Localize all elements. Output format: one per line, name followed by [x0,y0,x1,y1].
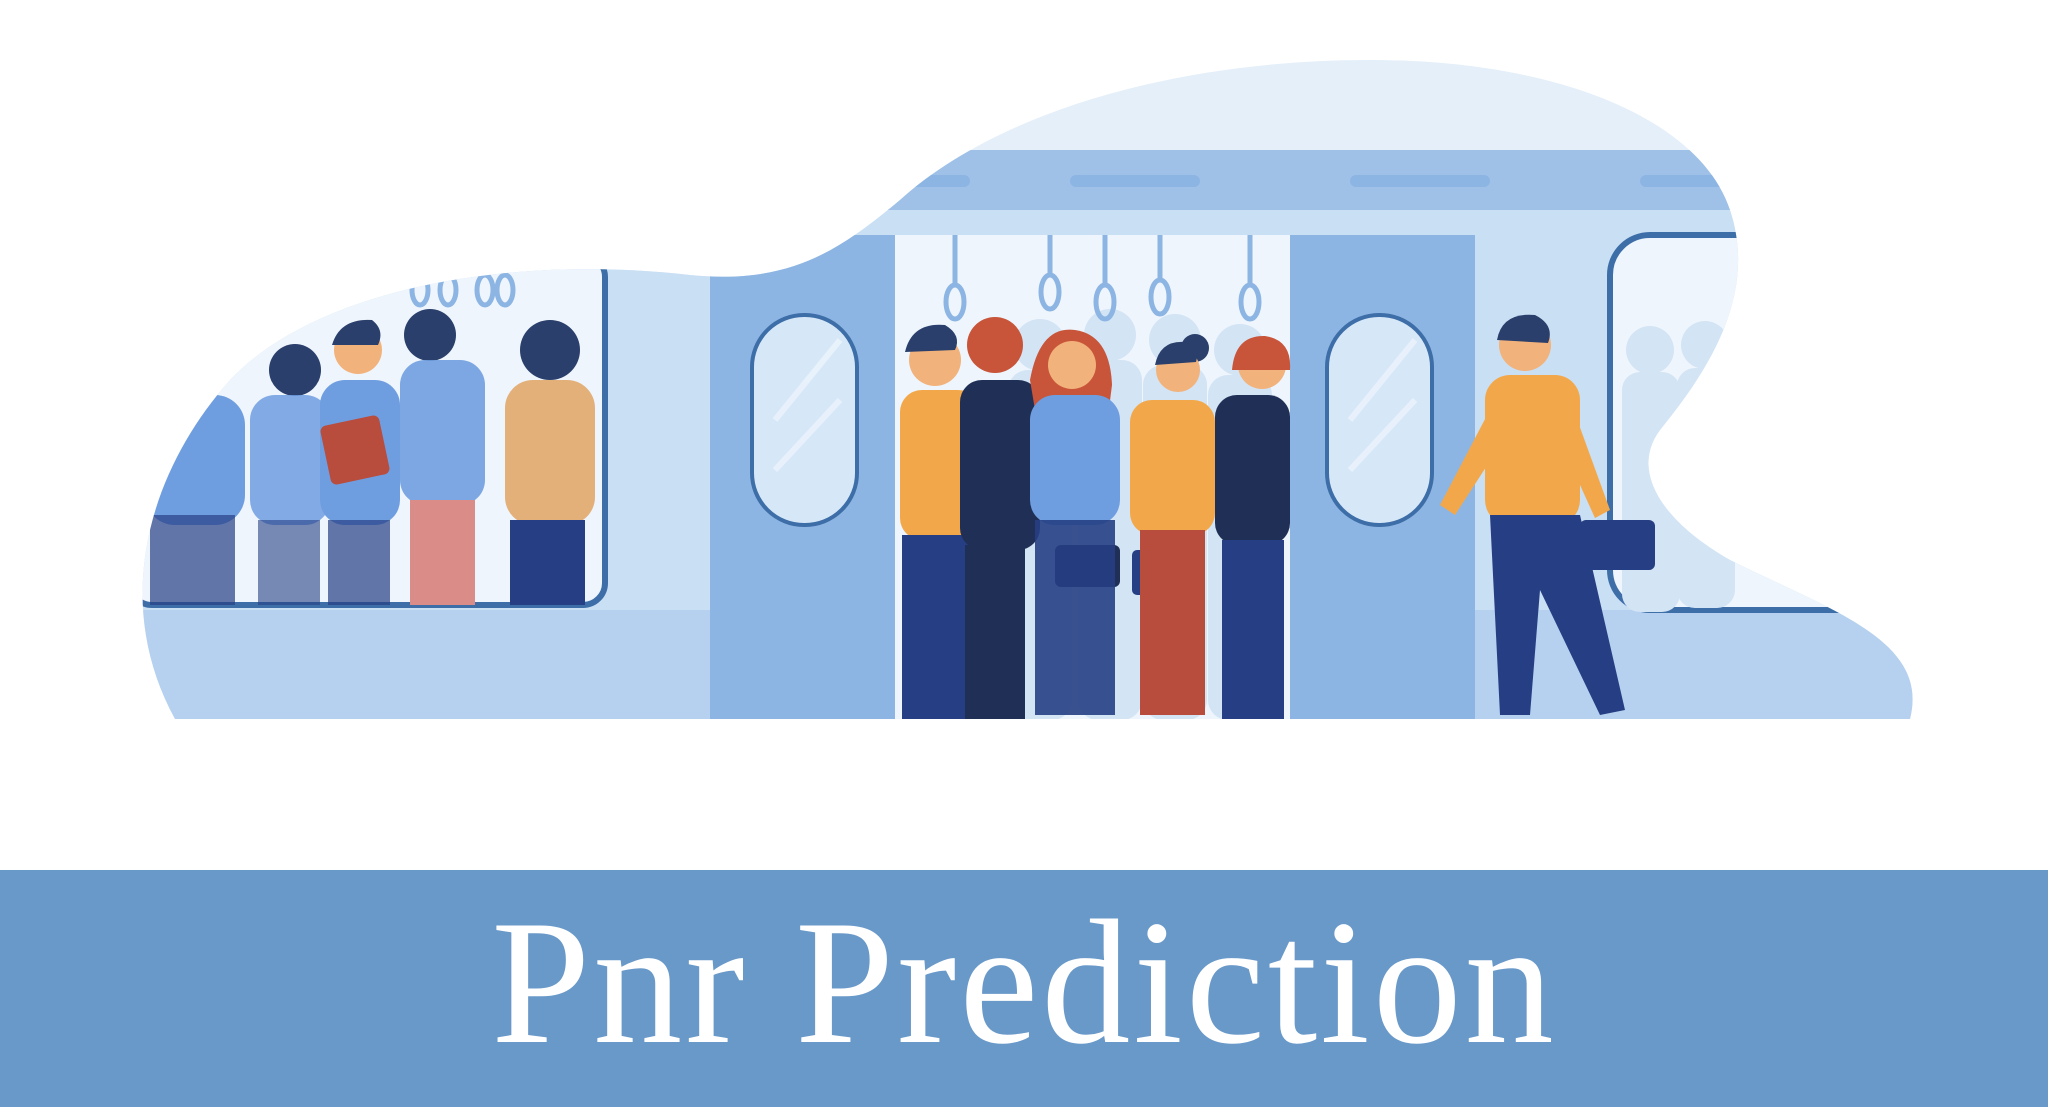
page-title: Pnr Prediction [491,882,1557,1081]
doorway-passengers [900,317,1291,719]
right-window [1607,232,1913,613]
right-door [1290,235,1475,719]
left-door [710,235,895,719]
train-illustration [142,60,1913,719]
title-banner: Pnr Prediction [0,870,2048,1107]
train-passengers-illustration [142,60,1913,719]
window-passengers [145,255,595,605]
walking-passenger [1440,314,1655,715]
